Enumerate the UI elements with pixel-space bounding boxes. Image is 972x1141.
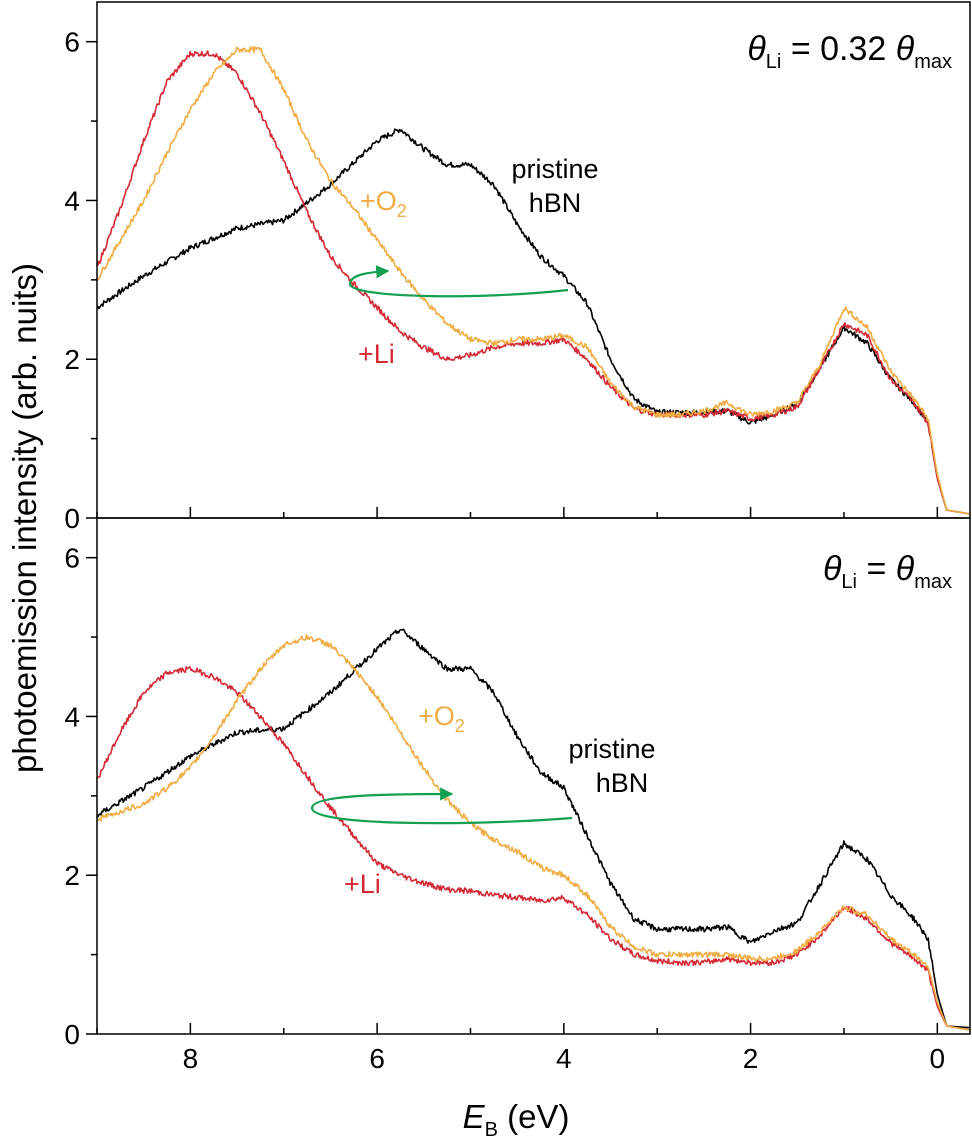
bottom-series--o2-line: [97, 634, 970, 1031]
bottom-xticks: [96, 1023, 939, 1034]
bottom-title-sub2: max: [914, 571, 952, 593]
top-ytick-label-4: 4: [64, 185, 80, 216]
xtick-label-2: 2: [743, 1043, 759, 1074]
top-annotation-o2-sub: 2: [397, 201, 407, 221]
bottom-annotation-li: +Li: [344, 869, 381, 899]
bottom-title-rest: =: [857, 550, 896, 588]
top-annotation-o2-main: +O: [360, 186, 397, 216]
bottom-ytick-label-4: 4: [64, 701, 80, 732]
top-annotation-o2: +O2: [360, 186, 407, 221]
top-title-sub: Li: [766, 51, 782, 73]
bottom-annotation-o2-sub: 2: [455, 716, 465, 736]
bottom-cycle-arrow: [310, 787, 573, 825]
bottom-series-pristine-hbn-line: [97, 628, 970, 1029]
bottom-series--li-line: [97, 666, 970, 1031]
top-title-rest: = 0.32: [781, 30, 895, 68]
bottom-annotation-pristine-1: pristine: [568, 734, 655, 764]
top-title-sub2: max: [914, 51, 952, 73]
bottom-yticks: [86, 556, 97, 1035]
x-axis-label-unit: (eV): [498, 1098, 570, 1135]
top-title-theta2: θ: [896, 30, 915, 68]
top-annotation-pristine-1: pristine: [511, 154, 598, 184]
bottom-annotation-pristine-2: hBN: [596, 768, 649, 798]
top-ytick-label-0: 0: [64, 503, 80, 534]
bottom-frame: [96, 517, 971, 1035]
xtick-label-6: 6: [369, 1043, 385, 1074]
bottom-ytick-label-6: 6: [64, 543, 80, 574]
top-annotation-li: +Li: [358, 339, 395, 369]
x-axis-label-sub: B: [485, 1119, 498, 1141]
y-axis-label: photoemission intensity (arb. nuits): [6, 263, 43, 773]
xtick-labels: 8 6 4 2 0: [183, 1043, 946, 1074]
top-series-group: [97, 46, 970, 515]
bottom-title-theta2: θ: [896, 550, 915, 588]
top-yticks: [86, 40, 97, 519]
xtick-label-4: 4: [556, 1043, 572, 1074]
x-axis-label-main: E: [463, 1098, 486, 1135]
top-frame: [96, 1, 971, 519]
bottom-panel-title: θLi = θmax: [823, 550, 952, 593]
top-panel-title: θLi = 0.32 θmax: [747, 30, 952, 73]
bottom-title-sub: Li: [841, 571, 857, 593]
top-series--li-line: [97, 50, 970, 515]
top-title-theta: θ: [747, 30, 766, 68]
xtick-label-0: 0: [930, 1043, 946, 1074]
bottom-ytick-label-0: 0: [64, 1019, 80, 1050]
bottom-series-group: [97, 628, 970, 1031]
top-ytick-label-2: 2: [64, 344, 80, 375]
bottom-annotation-o2-main: +O: [418, 701, 455, 731]
top-cycle-arrow: [348, 265, 569, 298]
xtick-label-8: 8: [183, 1043, 199, 1074]
x-axis-label: EB (eV): [463, 1098, 570, 1141]
top-xticks: [96, 507, 939, 518]
bottom-ytick-label-2: 2: [64, 860, 80, 891]
bottom-annotation-o2: +O2: [418, 701, 465, 736]
top-annotation-pristine-2: hBN: [529, 188, 582, 218]
top-series--o2-line: [97, 46, 970, 515]
top-ytick-labels: 0 2 4 6: [64, 27, 80, 534]
bottom-title-theta: θ: [823, 550, 842, 588]
top-ytick-label-6: 6: [64, 27, 80, 58]
bottom-ytick-labels: 0 2 4 6: [64, 543, 80, 1050]
